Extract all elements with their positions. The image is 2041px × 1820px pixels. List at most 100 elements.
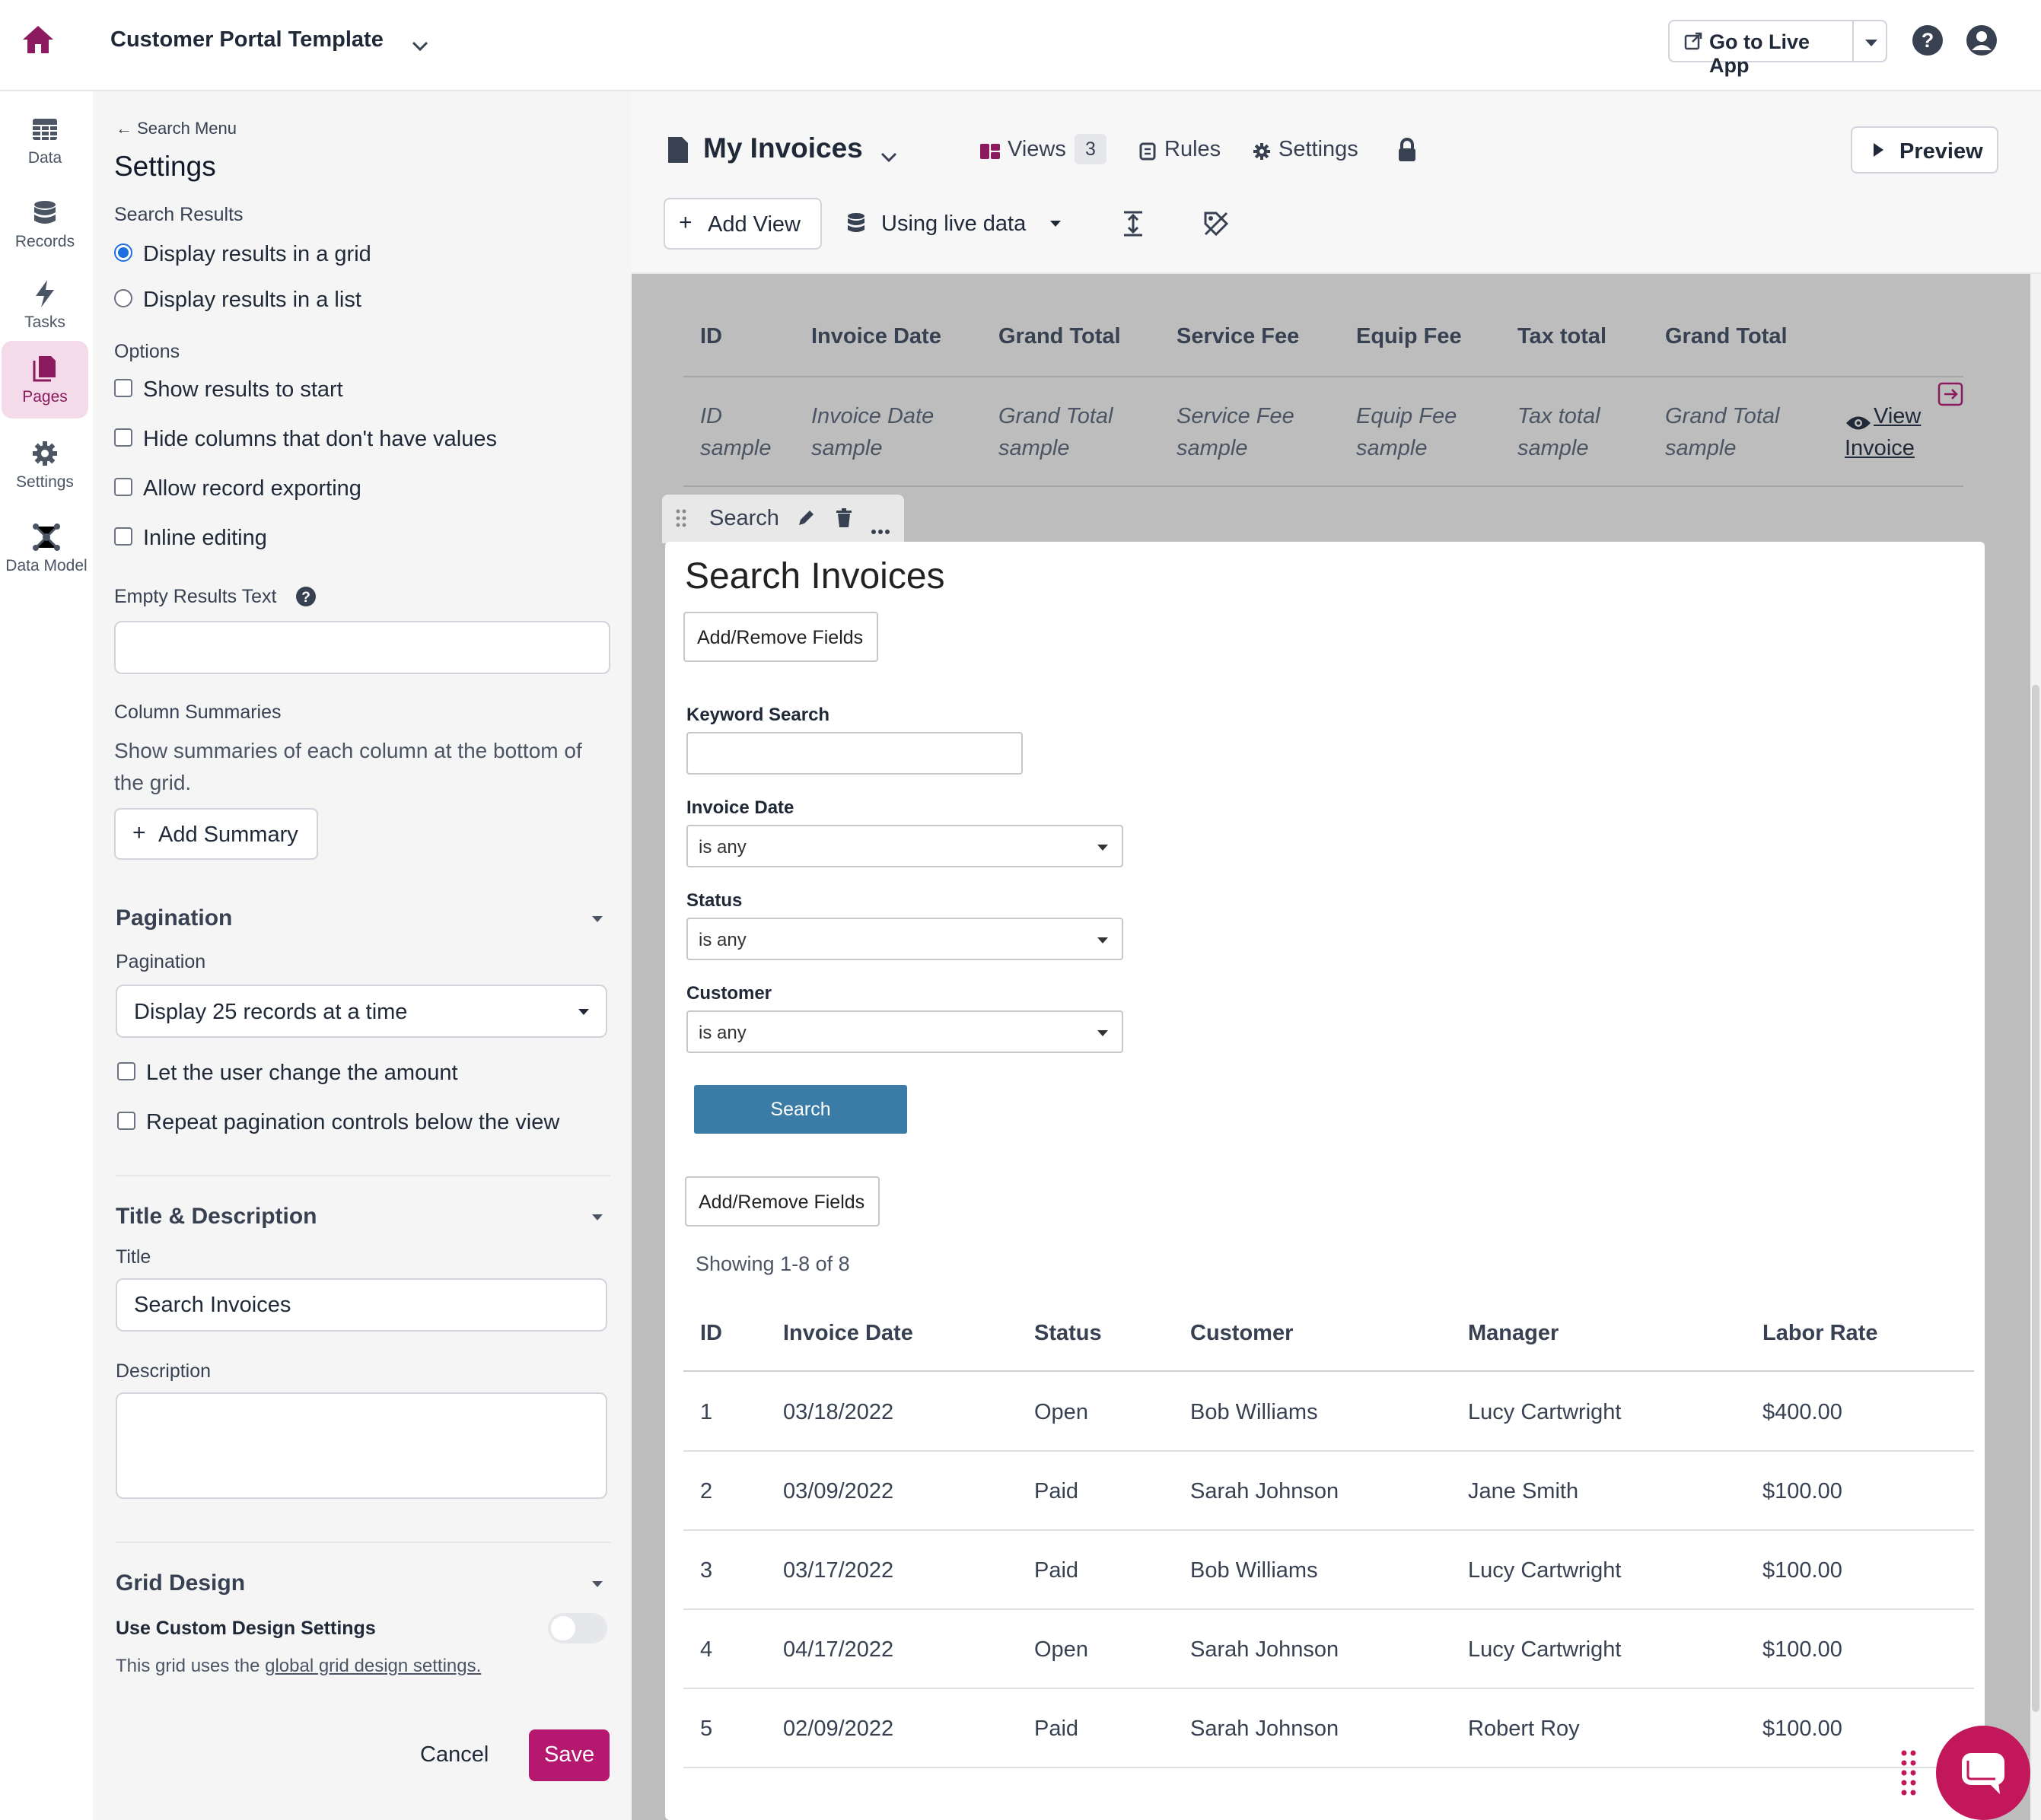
empty-results-input[interactable] bbox=[114, 621, 610, 674]
details-link-arrow-icon[interactable] bbox=[1938, 382, 1963, 406]
cancel-button[interactable]: Cancel bbox=[420, 1742, 489, 1767]
chat-launcher-button[interactable] bbox=[1936, 1726, 2030, 1820]
nav-item-pages[interactable]: Pages bbox=[2, 341, 88, 418]
pagination-select[interactable]: Display 25 records at a time bbox=[116, 985, 607, 1038]
lock-icon[interactable] bbox=[1397, 137, 1417, 163]
title-description-section-header[interactable]: Title & Description bbox=[116, 1204, 317, 1229]
external-link-icon bbox=[1683, 31, 1703, 51]
repeat-pagination-label[interactable]: Repeat pagination controls below the vie… bbox=[146, 1110, 560, 1134]
description-textarea[interactable] bbox=[116, 1392, 607, 1499]
nav-item-data-model[interactable]: Data Model bbox=[0, 510, 93, 587]
custom-design-toggle[interactable] bbox=[548, 1613, 607, 1643]
chevron-down-icon[interactable] bbox=[880, 145, 898, 163]
search-submit-button[interactable]: Search bbox=[694, 1085, 907, 1134]
scrollbar-thumb[interactable] bbox=[2032, 685, 2039, 1712]
page-file-icon bbox=[667, 135, 689, 164]
column-summaries-description: Show summaries of each column at the bot… bbox=[114, 739, 582, 794]
chevron-down-icon[interactable] bbox=[411, 33, 429, 52]
cell-customer: Bob Williams bbox=[1190, 1400, 1318, 1424]
save-button[interactable]: Save bbox=[529, 1729, 610, 1781]
hide-columns-label[interactable]: Hide columns that don't have values bbox=[143, 427, 497, 451]
allow-export-label[interactable]: Allow record exporting bbox=[143, 476, 361, 501]
cell-manager: Lucy Cartwright bbox=[1468, 1637, 1622, 1662]
hide-columns-checkbox[interactable] bbox=[114, 428, 132, 447]
inline-editing-checkbox[interactable] bbox=[114, 527, 132, 546]
go-live-dropdown-button[interactable] bbox=[1852, 20, 1887, 62]
caret-down-icon bbox=[1097, 1030, 1108, 1036]
keyword-search-input[interactable] bbox=[686, 732, 1023, 775]
add-remove-fields-button[interactable]: Add/Remove Fields bbox=[683, 612, 878, 662]
caret-down-icon[interactable] bbox=[592, 1214, 603, 1220]
add-view-button[interactable]: + Add View bbox=[664, 198, 822, 250]
trash-icon[interactable] bbox=[836, 508, 852, 528]
show-results-label[interactable]: Show results to start bbox=[143, 377, 343, 402]
show-results-checkbox[interactable] bbox=[114, 379, 132, 397]
go-live-button[interactable]: Go to Live App bbox=[1668, 20, 1854, 77]
details-sample-grand-total: Grand Total sample bbox=[998, 400, 1113, 464]
details-header-line bbox=[683, 376, 1963, 377]
help-circle-icon[interactable]: ? bbox=[295, 586, 317, 607]
design-off-icon[interactable] bbox=[1202, 210, 1230, 237]
more-options-icon[interactable] bbox=[871, 516, 890, 534]
row-divider bbox=[683, 1529, 1974, 1531]
display-list-label[interactable]: Display results in a list bbox=[143, 288, 361, 312]
allow-export-checkbox[interactable] bbox=[114, 478, 132, 496]
view-invoice-link[interactable]: View Invoice bbox=[1845, 400, 1921, 464]
repeat-pagination-checkbox[interactable] bbox=[117, 1112, 135, 1130]
user-change-amount-label[interactable]: Let the user change the amount bbox=[146, 1061, 458, 1085]
drag-handle-icon[interactable] bbox=[676, 508, 686, 528]
svg-text:?: ? bbox=[301, 590, 310, 606]
display-grid-radio[interactable] bbox=[114, 243, 132, 262]
customer-filter-select[interactable]: is any bbox=[686, 1010, 1123, 1053]
home-icon[interactable] bbox=[21, 24, 55, 55]
nav-item-tasks[interactable]: Tasks bbox=[2, 266, 88, 344]
col-header-id[interactable]: ID bbox=[700, 1321, 722, 1345]
pagination-section-header[interactable]: Pagination bbox=[116, 905, 233, 931]
caret-down-icon[interactable] bbox=[592, 1581, 603, 1587]
help-icon[interactable]: ? bbox=[1912, 24, 1944, 56]
col-header-customer[interactable]: Customer bbox=[1190, 1321, 1294, 1345]
page-name[interactable]: My Invoices bbox=[703, 132, 863, 164]
sample-field: Grand Total bbox=[1665, 404, 1780, 428]
display-grid-label[interactable]: Display results in a grid bbox=[143, 242, 371, 266]
app-name[interactable]: Customer Portal Template bbox=[110, 27, 384, 52]
col-header-manager[interactable]: Manager bbox=[1468, 1321, 1559, 1345]
user-account-icon[interactable] bbox=[1966, 24, 1998, 56]
caret-down-icon bbox=[1097, 845, 1108, 851]
caret-down-icon[interactable] bbox=[592, 916, 603, 922]
grid-design-section-header[interactable]: Grid Design bbox=[116, 1570, 246, 1596]
cell-labor-rate: $100.00 bbox=[1762, 1717, 1842, 1741]
live-data-dropdown[interactable]: Using live data bbox=[845, 207, 1073, 240]
nav-item-settings[interactable]: Settings bbox=[2, 426, 88, 504]
title-input[interactable] bbox=[116, 1278, 607, 1332]
nav-item-data[interactable]: Data bbox=[2, 102, 88, 180]
nav-item-records[interactable]: Records bbox=[2, 186, 88, 263]
vertical-spacing-icon[interactable] bbox=[1122, 210, 1145, 237]
pencil-icon[interactable] bbox=[796, 508, 816, 528]
add-remove-fields-button-2[interactable]: Add/Remove Fields bbox=[685, 1176, 880, 1227]
invoice-date-filter-label: Invoice Date bbox=[686, 797, 794, 818]
status-filter-select[interactable]: is any bbox=[686, 918, 1123, 960]
caret-down-icon bbox=[578, 1009, 589, 1015]
col-header-labor-rate[interactable]: Labor Rate bbox=[1762, 1321, 1878, 1345]
plus-icon: + bbox=[132, 820, 146, 845]
row-divider bbox=[683, 1450, 1974, 1452]
page-header bbox=[632, 91, 2041, 274]
grip-dots-icon[interactable] bbox=[1901, 1748, 1916, 1797]
col-header-status[interactable]: Status bbox=[1034, 1321, 1102, 1345]
preview-button[interactable]: Preview bbox=[1851, 126, 1998, 173]
inline-editing-label[interactable]: Inline editing bbox=[143, 526, 267, 550]
sample-word: sample bbox=[1665, 436, 1737, 460]
back-label: Search Menu bbox=[137, 119, 237, 138]
add-summary-button[interactable]: + Add Summary bbox=[114, 808, 318, 860]
toggle-knob bbox=[551, 1616, 575, 1640]
global-grid-design-link[interactable]: global grid design settings. bbox=[265, 1656, 482, 1676]
back-to-search-menu-link[interactable]: ← Search Menu bbox=[116, 119, 237, 138]
invoice-date-filter-select[interactable]: is any bbox=[686, 825, 1123, 867]
user-change-amount-checkbox[interactable] bbox=[117, 1062, 135, 1080]
col-header-invoice-date[interactable]: Invoice Date bbox=[783, 1321, 913, 1345]
title-label: Title bbox=[116, 1246, 151, 1268]
column-summaries-label: Column Summaries bbox=[114, 702, 282, 723]
display-list-radio[interactable] bbox=[114, 289, 132, 307]
search-view-tab[interactable]: Search bbox=[662, 495, 904, 543]
